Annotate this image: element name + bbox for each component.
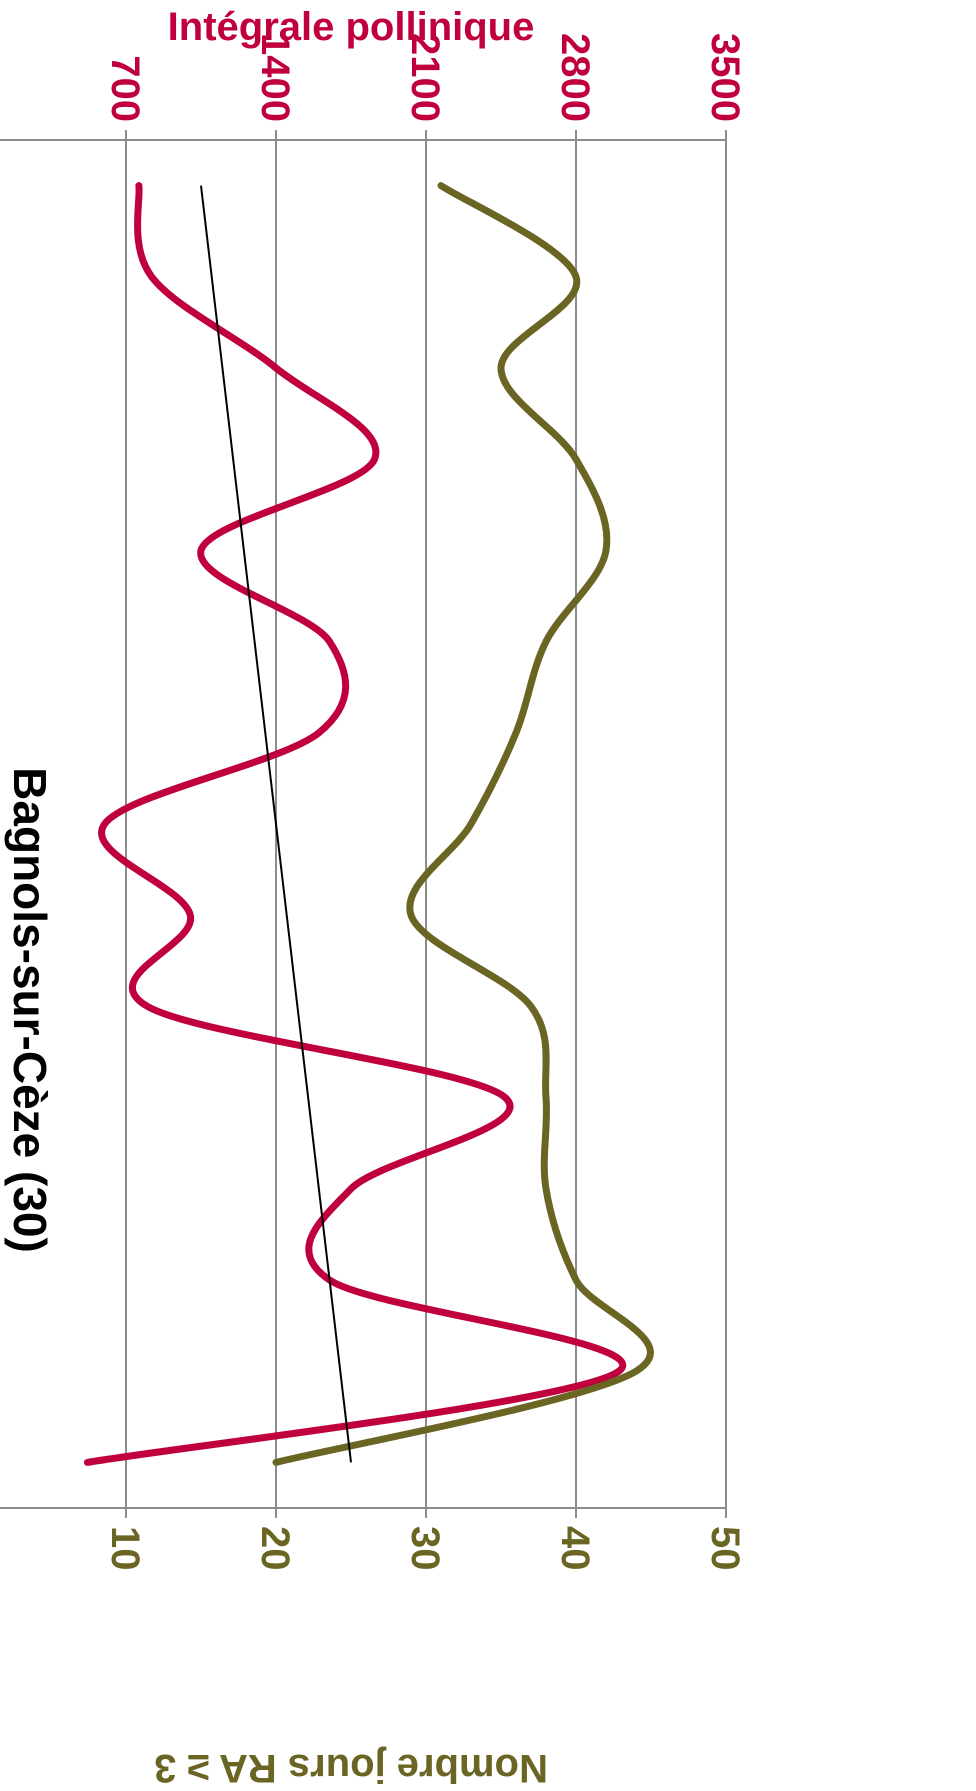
left-tick-label: 1400 <box>253 33 297 122</box>
labels-layer: Bagnols-sur-Cèze (30) Intégrale polliniq… <box>4 5 747 1790</box>
series-line-pollen <box>83 182 627 1466</box>
series-layer <box>83 182 654 1466</box>
axes <box>0 130 727 1518</box>
series-line-days <box>272 182 654 1466</box>
right-tick-label: 40 <box>553 1526 597 1571</box>
right-tick-label: 10 <box>103 1526 147 1571</box>
left-tick-label: 3500 <box>703 33 747 122</box>
right-axis-title: Nombre jours RA ≥ 3 <box>154 1746 548 1790</box>
left-tick-label: 700 <box>103 55 147 122</box>
trendline <box>200 185 352 1463</box>
left-tick-label: 2100 <box>403 33 447 122</box>
right-tick-label: 30 <box>403 1526 447 1571</box>
left-tick-label: 2800 <box>553 33 597 122</box>
right-tick-label: 50 <box>703 1526 747 1571</box>
rotated-chart-group: Bagnols-sur-Cèze (30) Intégrale polliniq… <box>0 5 747 1790</box>
chart-title: Bagnols-sur-Cèze (30) <box>4 767 56 1253</box>
gridlines <box>125 140 727 1508</box>
right-tick-label: 20 <box>253 1526 297 1571</box>
left-axis-title: Intégrale pollinique <box>168 5 535 49</box>
